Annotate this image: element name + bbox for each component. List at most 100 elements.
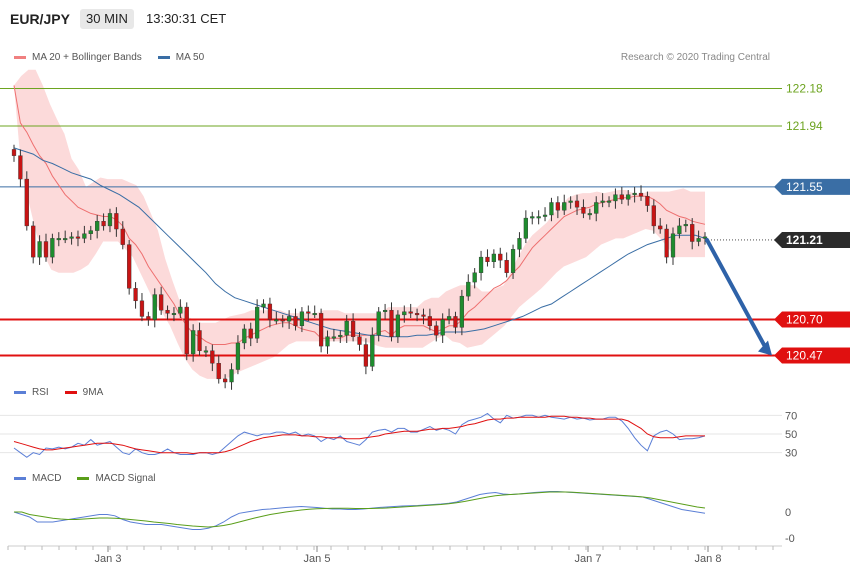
last-price-label: 121.21 <box>786 233 823 247</box>
candle-body <box>510 249 516 273</box>
candle-body <box>82 233 87 239</box>
candle-body <box>523 217 528 239</box>
legend-label-9ma: 9MA <box>82 387 104 398</box>
candle-body <box>517 238 522 250</box>
time-label: 13:30:31 CET <box>146 11 227 26</box>
candle-body <box>24 178 29 227</box>
candle-body <box>664 228 669 258</box>
symbol-label: EUR/JPY <box>10 11 70 27</box>
candle-body <box>88 230 93 234</box>
candle-body <box>594 202 599 214</box>
level-label-120.70: 120.70 <box>786 313 823 327</box>
bollinger-band-area <box>14 69 705 379</box>
candle-body <box>101 221 106 227</box>
level-tag-120.70 <box>774 311 850 328</box>
x-axis-tick-label: Jan 5 <box>304 553 331 565</box>
candle-body <box>299 311 305 327</box>
candle-body <box>402 311 407 316</box>
candle-body <box>683 224 688 227</box>
candle-body <box>178 306 183 314</box>
legend-swatch-ma20 <box>14 56 26 59</box>
rsi-9ma-line <box>13 415 705 455</box>
rsi-legend: RSI 9MA <box>14 387 103 398</box>
candle-body <box>485 256 490 263</box>
candle-body <box>690 224 695 242</box>
rsi-line <box>13 412 706 458</box>
candle-body <box>504 260 509 273</box>
candle-body <box>75 236 81 239</box>
candle-body <box>280 319 285 322</box>
candle-body <box>491 253 496 263</box>
main-legend: MA 20 + Bollinger Bands MA 50 <box>14 52 204 63</box>
candle-body <box>658 225 663 230</box>
candle-body <box>626 194 631 200</box>
x-axis-tick-label: Jan 3 <box>95 553 122 565</box>
candle-body <box>440 319 445 336</box>
candle-body <box>165 309 170 314</box>
candle-body <box>370 334 375 367</box>
candle-body <box>459 295 464 328</box>
candle-body <box>318 313 324 347</box>
candle-body <box>63 238 68 241</box>
candle-body <box>498 253 503 261</box>
candle-body <box>562 202 567 211</box>
candle-body <box>446 316 452 320</box>
legend-label-ma20: MA 20 + Bollinger Bands <box>32 52 142 63</box>
legend-swatch-ma50 <box>157 56 170 59</box>
macd-tick-label: 0 <box>785 507 791 519</box>
candle-body <box>478 256 484 273</box>
candle-body <box>152 294 157 320</box>
level-label-121.55: 121.55 <box>786 180 823 194</box>
candle-body <box>581 206 586 214</box>
candle-body <box>363 344 369 367</box>
macd-tick-label: -0 <box>785 533 795 545</box>
legend-label-rsi: RSI <box>32 387 49 398</box>
candle-body <box>357 336 362 345</box>
candle-body <box>421 314 426 317</box>
legend-swatch-9ma <box>64 391 77 394</box>
candle-body <box>312 313 317 316</box>
rsi-tick-label: 70 <box>785 410 797 422</box>
level-tag-120.47 <box>774 347 850 364</box>
rsi-tick-label: 50 <box>785 429 797 441</box>
candle-body <box>670 233 676 258</box>
candle-body <box>306 311 311 314</box>
candle-body <box>472 272 477 283</box>
legend-label-ma50: MA 50 <box>175 52 205 63</box>
macd-signal-line <box>14 491 706 528</box>
candle-body <box>31 225 36 258</box>
candle-body <box>638 192 644 197</box>
candle-body <box>216 363 221 380</box>
candle-body <box>587 213 592 216</box>
candle-body <box>606 200 612 203</box>
candle-body <box>574 200 580 208</box>
timeframe-button[interactable]: 30 MIN <box>80 9 134 29</box>
candle-body <box>255 306 260 339</box>
candle-body <box>619 194 624 200</box>
candle-body <box>50 238 55 258</box>
candle-body <box>146 316 151 320</box>
candle-body <box>171 313 177 316</box>
candle-body <box>702 236 708 239</box>
macd-panel: 0 -0 <box>13 491 795 545</box>
legend-swatch-macd-signal <box>77 477 90 480</box>
candle-body <box>95 221 100 231</box>
candle-body <box>184 306 189 355</box>
candle-body <box>223 378 228 383</box>
candle-body <box>600 200 605 203</box>
candle-body <box>331 336 337 339</box>
candle-body <box>159 294 164 311</box>
candle-body <box>229 369 234 383</box>
candle-body <box>389 309 394 337</box>
candle-body <box>197 330 202 351</box>
x-axis-tick-label: Jan 8 <box>695 553 722 565</box>
candle-body <box>210 350 215 364</box>
candle-body <box>645 196 650 206</box>
projection-arrow-head <box>758 340 772 356</box>
legend-swatch-rsi <box>14 391 26 394</box>
candle-body <box>466 281 471 297</box>
candle-body <box>434 325 439 336</box>
candle-body <box>350 320 356 337</box>
candle-body <box>555 202 560 211</box>
